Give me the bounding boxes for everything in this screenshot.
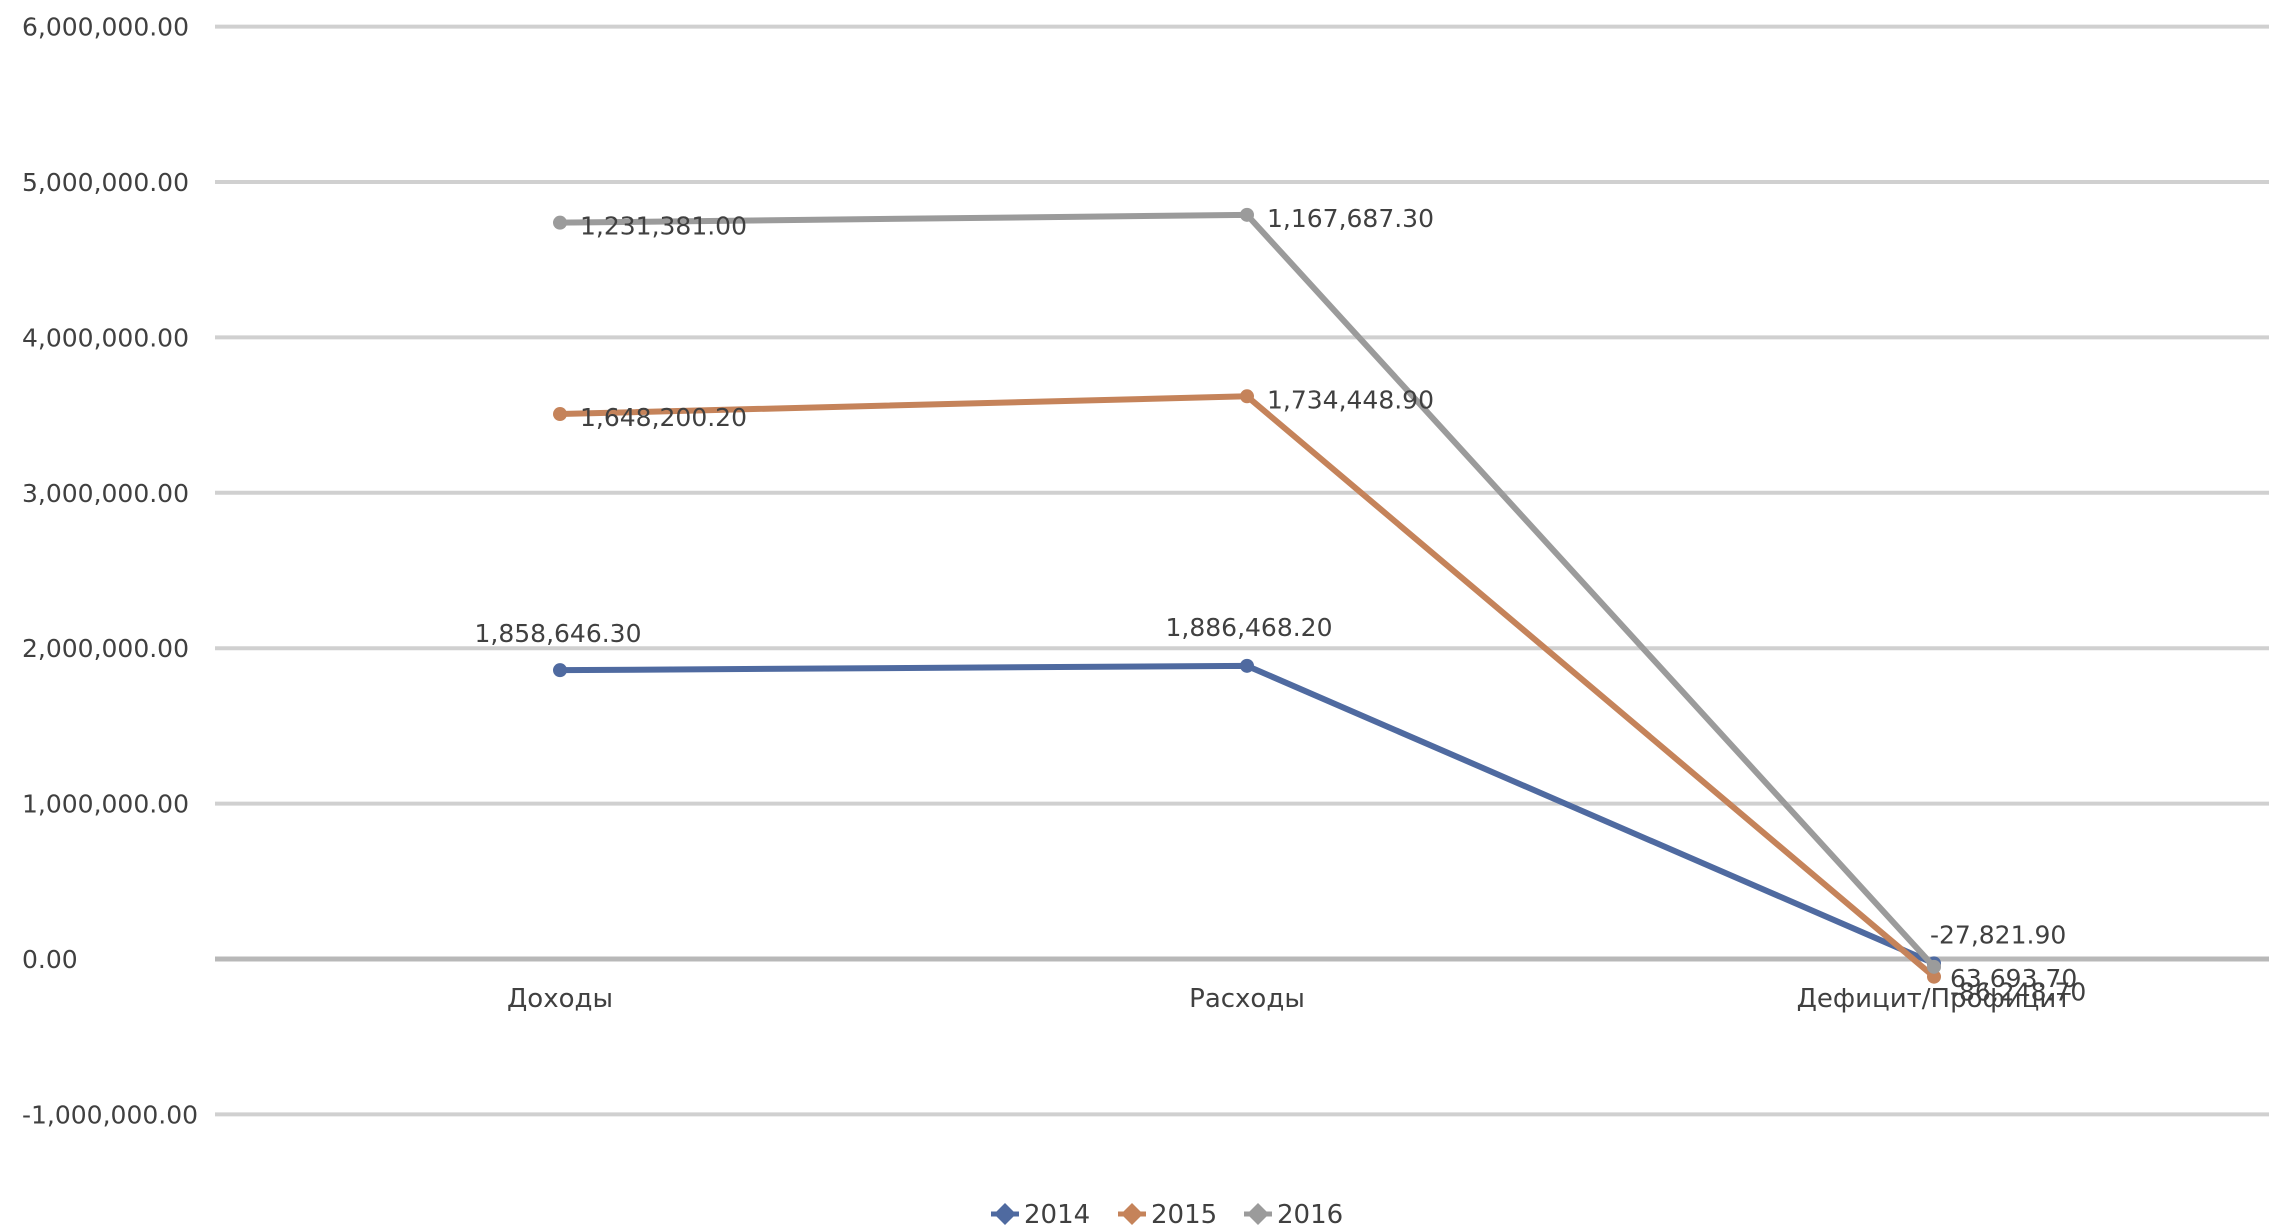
data-point — [1240, 207, 1254, 222]
y-tick-label: 3,000,000.00 — [22, 479, 189, 508]
data-label: 1,167,687.30 — [1267, 204, 1434, 233]
gridlines — [215, 24, 2269, 1117]
series-line-2016 — [559, 211, 1937, 969]
legend-label: 2016 — [1277, 1200, 1343, 1229]
data-point — [1240, 658, 1254, 673]
data-label: -86,248.70 — [1950, 978, 2086, 1007]
data-label: 1,231,381.00 — [580, 212, 747, 241]
data-label: 1,858,646.30 — [475, 619, 642, 648]
data-label: 63,693.70 — [1950, 964, 2077, 993]
legend-marker-icon — [1121, 1203, 1143, 1225]
y-tick-label: 0.00 — [22, 945, 78, 974]
y-tick-label: 6,000,000.00 — [22, 13, 189, 42]
series — [553, 207, 1941, 984]
data-point — [1927, 959, 1941, 974]
series-line-2015 — [559, 393, 1936, 980]
data-label: 1,886,468.20 — [1166, 613, 1333, 642]
x-tick-label: Доходы — [507, 984, 613, 1014]
data-labels: 1,858,646.30 1,886,468.20 -27,821.90 1,648,… — [475, 204, 2087, 1007]
data-point — [553, 407, 567, 422]
data-label: -27,821.90 — [1930, 920, 2066, 949]
y-tick-label: 4,000,000.00 — [22, 323, 189, 352]
legend-label: 2014 — [1024, 1200, 1090, 1229]
x-tick-label: Дефицит/Профицит — [1797, 984, 2072, 1014]
data-point — [553, 663, 567, 678]
x-axis: Доходы Расходы Дефицит/Профицит — [507, 984, 2071, 1014]
legend-marker-icon — [1247, 1203, 1269, 1225]
data-point — [1240, 389, 1254, 404]
data-label: 1,734,448.90 — [1267, 385, 1434, 414]
legend-label: 2015 — [1151, 1200, 1217, 1229]
y-tick-label: -1,000,000.00 — [22, 1100, 198, 1129]
data-label: 1,648,200.20 — [580, 403, 747, 432]
data-point — [553, 215, 567, 230]
legend-marker-icon — [994, 1203, 1016, 1225]
data-point — [1927, 969, 1941, 984]
y-tick-label: 2,000,000.00 — [22, 634, 189, 663]
y-tick-label: 1,000,000.00 — [22, 790, 189, 819]
y-tick-label: 5,000,000.00 — [22, 168, 189, 197]
series-line-2014 — [559, 662, 1936, 967]
y-axis: -1,000,000.00 0.00 1,000,000.00 2,000,000.0… — [22, 13, 198, 1130]
x-tick-label: Расходы — [1189, 984, 1305, 1014]
legend: 2014 2015 2016 — [991, 1200, 1343, 1229]
